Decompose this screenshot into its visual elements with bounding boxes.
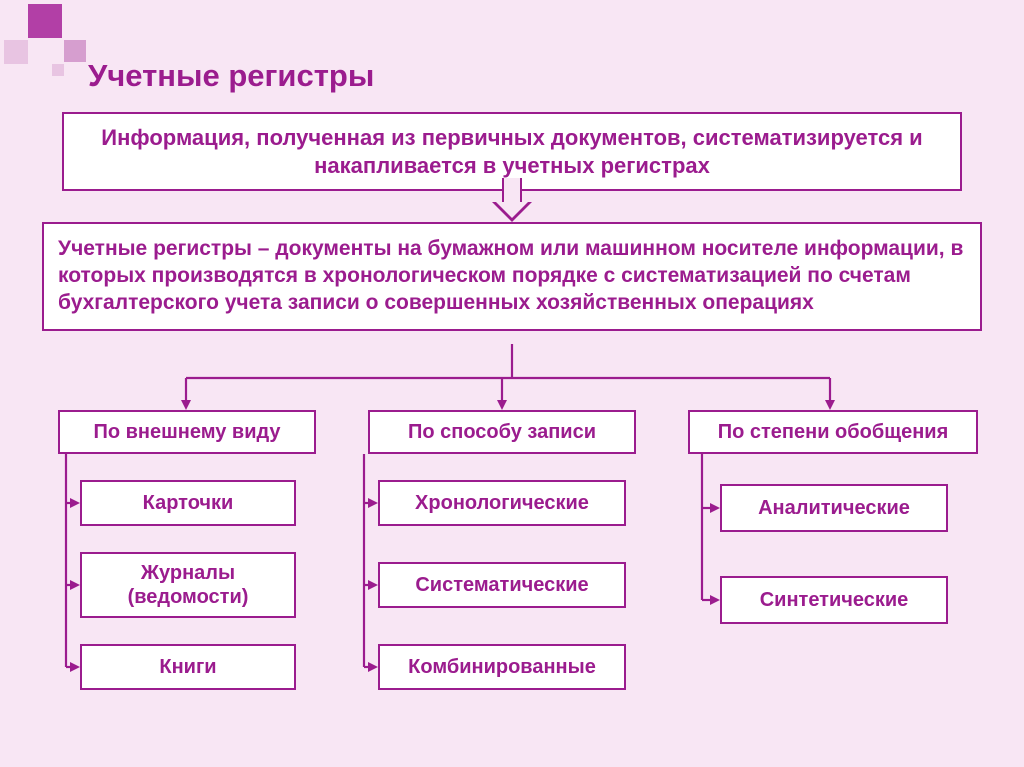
intro-text: Информация, полученная из первичных доку… [82, 124, 942, 179]
item-cards: Карточки [80, 480, 296, 526]
item-chronological: Хронологические [378, 480, 626, 526]
deco-square [28, 4, 62, 38]
definition-text: Учетные регистры – документы на бумажном… [58, 236, 966, 317]
item-combined: Комбинированные [378, 644, 626, 690]
category-by-appearance: По внешнему виду [58, 410, 316, 454]
down-block-arrow-icon [492, 178, 532, 222]
category-by-recording-method: По способу записи [368, 410, 636, 454]
item-analytical: Аналитические [720, 484, 948, 532]
item-books: Книги [80, 644, 296, 690]
deco-square [52, 64, 64, 76]
deco-square [64, 40, 86, 62]
definition-box: Учетные регистры – документы на бумажном… [42, 222, 982, 331]
item-synthetic: Синтетические [720, 576, 948, 624]
item-systematic: Систематические [378, 562, 626, 608]
item-journals: Журналы (ведомости) [80, 552, 296, 618]
category-by-generalization: По степени обобщения [688, 410, 978, 454]
slide-title: Учетные регистры [88, 58, 374, 94]
deco-square [4, 40, 28, 64]
